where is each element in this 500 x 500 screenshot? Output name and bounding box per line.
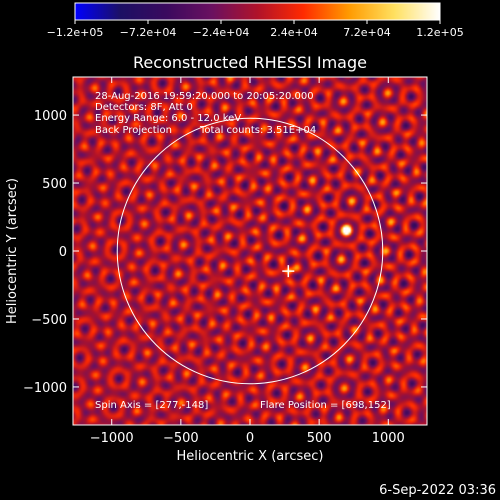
y-tick-label: −1000 <box>23 381 67 396</box>
footer-timestamp: 6-Sep-2022 03:36 <box>379 483 496 498</box>
colorbar-tick-label: 7.2e+04 <box>343 26 390 39</box>
x-tick-label: 0 <box>246 431 254 446</box>
info-line: Energy Range: 6.0 - 12.0 keV <box>95 113 241 124</box>
flare-position-label: Flare Position = [698,152] <box>260 400 391 411</box>
spin-axis-label: Spin Axis = [277,-148] <box>95 400 208 411</box>
x-tick-label: 1000 <box>372 431 405 446</box>
colorbar-tick-label: 1.2e+05 <box>416 26 463 39</box>
colorbar-tick-label: −1.2e+05 <box>47 26 104 39</box>
solar-limb-circle <box>116 117 384 385</box>
info-line: Detectors: 8F, Att 0 <box>95 102 193 113</box>
y-tick-label: −500 <box>31 313 67 328</box>
info-line: Total counts: 3.51E+04 <box>199 125 316 136</box>
heatmap-area <box>73 77 427 425</box>
spin-axis-marker <box>282 265 295 278</box>
y-tick-label: 1000 <box>34 109 67 124</box>
colorbar-tick-label: 2.4e+04 <box>270 26 317 39</box>
colorbar-tick-label: −2.4e+04 <box>193 26 250 39</box>
axis-ticks: −1000 −500 0 500 1000 −1000 −500 0 500 1000 <box>23 77 427 446</box>
x-tick-label: 500 <box>307 431 332 446</box>
y-tick-label: 500 <box>42 177 67 192</box>
info-block: 28-Aug-2016 19:59:20.000 to 20:05:20.000… <box>95 91 316 136</box>
info-line: 28-Aug-2016 19:59:20.000 to 20:05:20.000 <box>95 91 314 102</box>
heatmap-image <box>73 77 427 425</box>
colorbar <box>74 2 441 21</box>
chart-title: Reconstructed RHESSI Image <box>133 53 367 72</box>
y-tick-label: 0 <box>59 245 67 260</box>
x-tick-label: −1000 <box>90 431 134 446</box>
x-tick-label: −500 <box>163 431 199 446</box>
colorbar-tick-label: −7.2e+04 <box>120 26 177 39</box>
x-axis-label: Heliocentric X (arcsec) <box>177 449 324 464</box>
colorbar-ticks: −1.2e+05 −7.2e+04 −2.4e+04 2.4e+04 7.2e+04 1.… <box>47 20 464 39</box>
info-line: Back Projection <box>95 125 172 136</box>
y-axis-label: Heliocentric Y (arcsec) <box>5 178 20 324</box>
